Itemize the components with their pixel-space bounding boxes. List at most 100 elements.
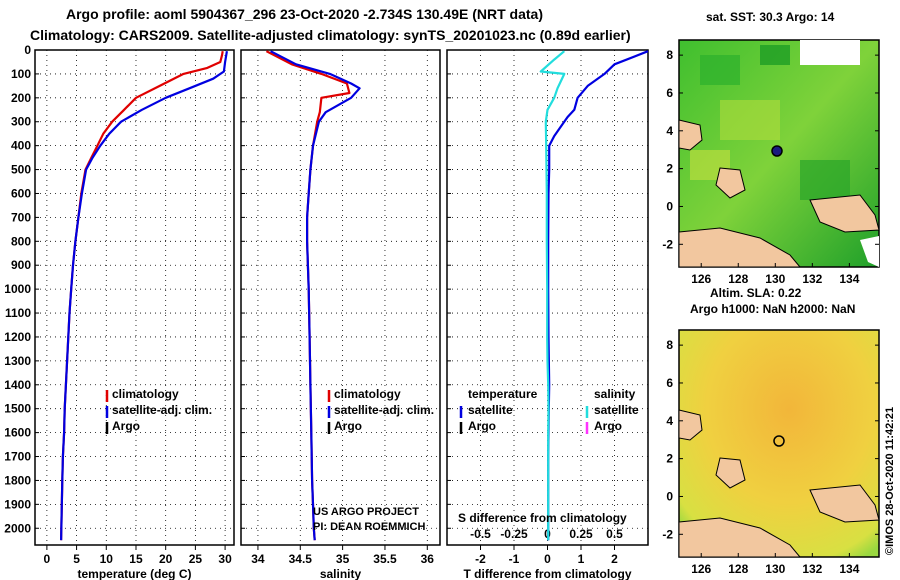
y-tick-label: 500	[11, 163, 31, 177]
legend-satellite: satellite-adj. clim.	[334, 403, 434, 417]
sla-map-title2: Argo h1000: NaN h2000: NaN	[690, 302, 855, 316]
difference-panel: -2 -1 0 1 2-0.5 -0.25 0 0.25 0.5T difference fro…	[446, 49, 649, 580]
map-x-tick-label: 132	[802, 272, 822, 286]
credit: ©IMOS 28-Oct-2020 11:42:21	[884, 407, 896, 555]
top-x-tick-label: -0.25	[500, 527, 528, 541]
x-tick-label: 2	[611, 552, 618, 566]
series-line	[60, 51, 228, 541]
x-tick-label: -2	[475, 552, 486, 566]
map-y-tick-label: -2	[662, 527, 673, 541]
header-line1: Argo profile: aoml 5904367_296 23-Oct-20…	[66, 6, 543, 22]
legend-temperature-title: temperature	[468, 387, 538, 401]
map-y-tick-label: 8	[666, 48, 673, 62]
legend-temp-satellite: satellite	[468, 403, 513, 417]
map-y-tick-label: 4	[666, 124, 673, 138]
legend-satellite: satellite-adj. clim.	[112, 403, 212, 417]
plot-frame	[34, 49, 235, 546]
y-tick-label: 700	[11, 210, 31, 224]
y-tick-label: 600	[11, 186, 31, 200]
header-line2: Climatology: CARS2009. Satellite-adjuste…	[30, 27, 631, 43]
sst-map: 8 6 4 2 0 -2 126 128 130 132 134	[662, 39, 880, 286]
y-tick-label: 1900	[4, 497, 31, 511]
map-x-tick-label: 130	[765, 562, 785, 576]
legend-argo: Argo	[334, 419, 362, 433]
annotation-project: US ARGO PROJECT	[313, 506, 419, 518]
y-tick-label: 1100	[5, 306, 31, 320]
x-tick-label: 30	[218, 552, 232, 566]
land-island	[715, 457, 746, 489]
difference-legend: temperature satellite Argo salinity sate…	[458, 387, 639, 525]
map-x-tick-label: 126	[691, 272, 711, 286]
land-south	[678, 227, 802, 268]
land-south	[678, 517, 802, 558]
temperature-panel: 0100200300400500600700800900100011001200…	[4, 43, 235, 580]
map-x-tick-label: 132	[802, 562, 822, 576]
series-line	[539, 50, 566, 541]
plot-frame	[240, 49, 441, 546]
annotation-pi: PI: DEAN ROEMMICH	[313, 521, 426, 533]
y-tick-label: 1300	[4, 354, 31, 368]
argo-position-marker	[773, 435, 785, 447]
x-tick-label: 36	[421, 552, 435, 566]
y-tick-label: 1400	[4, 378, 31, 392]
x-tick-label: 15	[129, 552, 143, 566]
legend-temp-argo: Argo	[468, 419, 496, 433]
argo-position-marker	[771, 145, 783, 157]
x-tick-label: 0	[544, 552, 551, 566]
top-axis-label: S difference from climatology	[458, 511, 627, 525]
map-y-tick-label: 6	[666, 86, 673, 100]
x-tick-label: 34	[251, 552, 265, 566]
land-island	[715, 167, 746, 199]
y-tick-label: 300	[11, 115, 31, 129]
y-tick-label: 2000	[4, 521, 31, 535]
map-y-tick-label: 0	[666, 489, 673, 503]
y-tick-label: 400	[11, 139, 31, 153]
top-x-tick-label: 0.5	[606, 527, 623, 541]
x-tick-label: 10	[100, 552, 114, 566]
temperature-legend: climatology satellite-adj. clim. Argo	[105, 387, 212, 434]
map-y-tick-label: 4	[666, 414, 673, 428]
land-newguinea-west	[678, 119, 703, 151]
legend-climatology: climatology	[334, 387, 401, 401]
y-tick-label: 0	[24, 43, 31, 57]
y-tick-label: 1500	[4, 402, 31, 416]
salinity-legend: climatology satellite-adj. clim. Argo US…	[313, 387, 434, 533]
land-newguinea	[809, 194, 880, 233]
y-tick-label: 1700	[4, 450, 31, 464]
x-tick-label: 34.5	[289, 552, 313, 566]
x-tick-label: 35	[336, 552, 350, 566]
map-x-tick-label: 128	[728, 562, 748, 576]
legend-climatology: climatology	[112, 387, 179, 401]
salinity-panel: 34 34.5 35 35.5 36 salinity	[240, 49, 441, 580]
map-x-tick-label: 134	[839, 272, 859, 286]
series-line	[547, 50, 649, 541]
series-line	[60, 51, 224, 541]
map-x-tick-label: 134	[839, 562, 859, 576]
x-axis-label: salinity	[320, 567, 362, 580]
x-axis-label: temperature (deg C)	[77, 567, 191, 580]
y-tick-label: 1000	[4, 282, 31, 296]
map-y-tick-label: -2	[662, 237, 673, 251]
x-tick-label: -1	[509, 552, 520, 566]
missing-data	[800, 40, 860, 65]
y-tick-label: 100	[11, 67, 31, 81]
land-newguinea	[809, 484, 880, 523]
x-axis-label: T difference from climatology	[463, 567, 631, 580]
y-tick-label: 800	[11, 234, 31, 248]
legend-sal-argo: Argo	[594, 419, 622, 433]
map-y-tick-label: 2	[666, 162, 673, 176]
y-tick-label: 200	[11, 91, 31, 105]
top-x-tick-label: -0.5	[470, 527, 491, 541]
y-tick-label: 1800	[4, 473, 31, 487]
legend-argo: Argo	[112, 419, 140, 433]
y-tick-label: 1600	[4, 426, 31, 440]
x-tick-label: 35.5	[373, 552, 397, 566]
x-tick-label: 5	[73, 552, 80, 566]
x-tick-label: 25	[189, 552, 203, 566]
sst-map-title: sat. SST: 30.3 Argo: 14	[706, 10, 835, 24]
map-y-tick-label: 8	[666, 338, 673, 352]
land-newguinea-west	[678, 409, 703, 441]
x-tick-label: 0	[44, 552, 51, 566]
map-x-tick-label: 126	[691, 562, 711, 576]
